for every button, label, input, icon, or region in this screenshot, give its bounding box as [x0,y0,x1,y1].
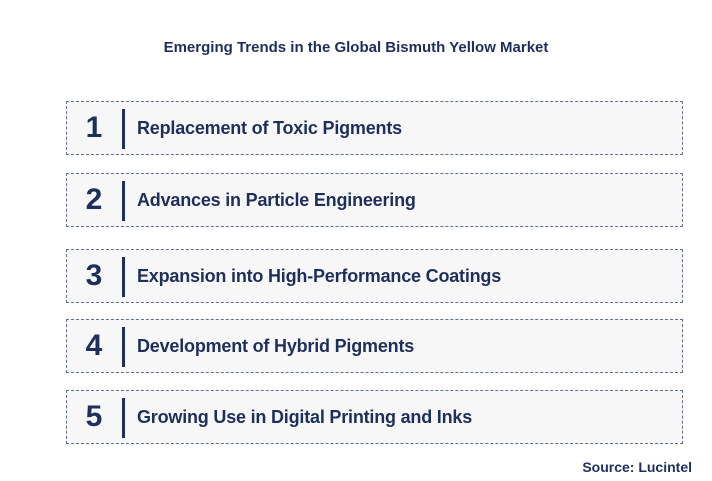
trend-divider [122,109,125,149]
trend-number: 3 [85,259,103,292]
trend-item-3: 3 Expansion into High-Performance Coatin… [66,249,683,303]
trend-divider [122,398,125,438]
trend-item-4: 4 Development of Hybrid Pigments [66,319,683,373]
trend-number: 5 [85,400,103,433]
source-note: Source: Lucintel [582,459,692,475]
trend-item-2: 2 Advances in Particle Engineering [66,173,683,227]
trend-item-1: 1 Replacement of Toxic Pigments [66,101,683,155]
diagram-title: Emerging Trends in the Global Bismuth Ye… [163,39,549,56]
trend-label: Growing Use in Digital Printing and Inks [137,406,473,427]
trend-number: 2 [85,183,103,216]
trend-divider [122,257,125,297]
trend-item-5: 5 Growing Use in Digital Printing and In… [66,390,683,444]
trend-label: Replacement of Toxic Pigments [137,117,402,138]
trend-label: Development of Hybrid Pigments [137,335,415,356]
trend-number: 4 [85,329,103,362]
trend-label: Expansion into High-Performance Coatings [137,265,502,286]
trend-number: 1 [85,111,103,144]
trend-divider [122,327,125,367]
trend-divider [122,181,125,221]
trend-label: Advances in Particle Engineering [137,189,416,210]
